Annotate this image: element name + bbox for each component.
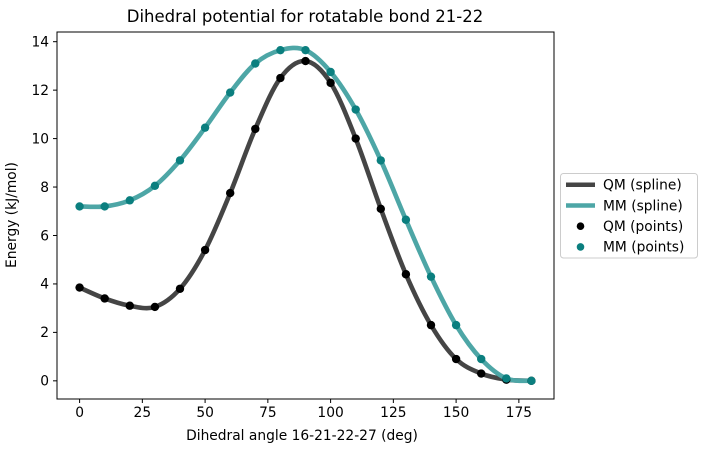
data-point (75, 283, 84, 292)
axes-frame (56, 31, 555, 400)
x-tick-label: 50 (196, 405, 214, 421)
data-point (200, 245, 210, 255)
data-point (326, 67, 335, 77)
data-point (351, 134, 360, 143)
y-tick-label: 6 (40, 228, 49, 244)
data-point (225, 188, 235, 198)
data-point (326, 78, 335, 88)
x-tick-label: 75 (259, 405, 277, 421)
data-point (75, 202, 84, 211)
data-point (276, 73, 285, 83)
data-point (251, 124, 260, 134)
data-point (251, 59, 260, 68)
data-point (150, 181, 160, 191)
data-point (376, 156, 386, 165)
data-point (276, 45, 285, 55)
y-tick-label: 8 (40, 180, 49, 196)
data-point (527, 376, 536, 386)
data-point (125, 301, 134, 310)
data-point (100, 294, 109, 303)
y-tick-label: 10 (31, 131, 49, 147)
series-points-mm-points- (75, 45, 536, 386)
data-point (100, 202, 109, 211)
legend-swatch-dot (576, 243, 585, 251)
data-point (225, 88, 235, 97)
y-axis-label: Energy (kJ/mol) (4, 162, 20, 268)
data-point (175, 156, 185, 165)
plot-series-layer (75, 45, 536, 386)
x-tick-label: 175 (506, 405, 532, 421)
chart-title: Dihedral potential for rotatable bond 21… (127, 7, 484, 26)
x-tick-label: 150 (443, 405, 469, 421)
legend-label: QM (spline) (603, 178, 682, 194)
axes-tick-layer: 0 25 50 75 100 125 150 175 0 2 4 6 8 10 12 14 (31, 34, 532, 421)
data-point (426, 272, 436, 281)
legend-label: QM (points) (603, 219, 683, 235)
x-tick-label: 100 (317, 405, 343, 421)
x-tick-label: 25 (134, 405, 152, 421)
legend-swatch-dot (576, 222, 585, 230)
legend-label: MM (spline) (603, 198, 683, 214)
data-point (401, 270, 411, 279)
legend: QM (spline) MM (spline) QM (points) MM (poi… (560, 173, 698, 259)
legend-label: MM (points) (603, 240, 684, 256)
data-point (351, 105, 360, 114)
data-point (125, 196, 134, 205)
y-tick-label: 0 (40, 374, 49, 390)
data-point (376, 204, 386, 214)
data-point (150, 302, 160, 312)
data-point (401, 215, 411, 224)
y-tick-label: 12 (31, 83, 49, 99)
data-point (301, 45, 310, 55)
data-point (451, 320, 461, 330)
data-point (477, 354, 486, 364)
data-point (200, 123, 210, 132)
data-point (451, 354, 461, 364)
legend-box (560, 173, 698, 259)
series-line-mm-spline- (77, 45, 534, 384)
x-tick-label: 0 (75, 405, 84, 421)
x-axis-label: Dihedral angle 16-21-22-27 (deg) (186, 428, 418, 444)
y-tick-label: 2 (40, 325, 49, 341)
data-point (477, 369, 486, 378)
data-point (175, 284, 185, 293)
data-point (301, 56, 310, 66)
data-point (426, 320, 436, 330)
y-tick-label: 4 (40, 277, 49, 293)
x-tick-label: 125 (380, 405, 406, 421)
y-tick-label: 14 (31, 34, 49, 50)
data-point (502, 374, 511, 383)
series-points-qm-points- (75, 56, 536, 386)
